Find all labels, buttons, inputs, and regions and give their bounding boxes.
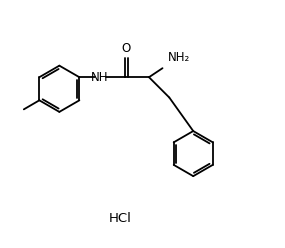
Text: HCl: HCl — [109, 212, 131, 225]
Text: O: O — [121, 42, 131, 55]
Text: NH₂: NH₂ — [168, 51, 190, 64]
Text: NH: NH — [91, 71, 108, 84]
